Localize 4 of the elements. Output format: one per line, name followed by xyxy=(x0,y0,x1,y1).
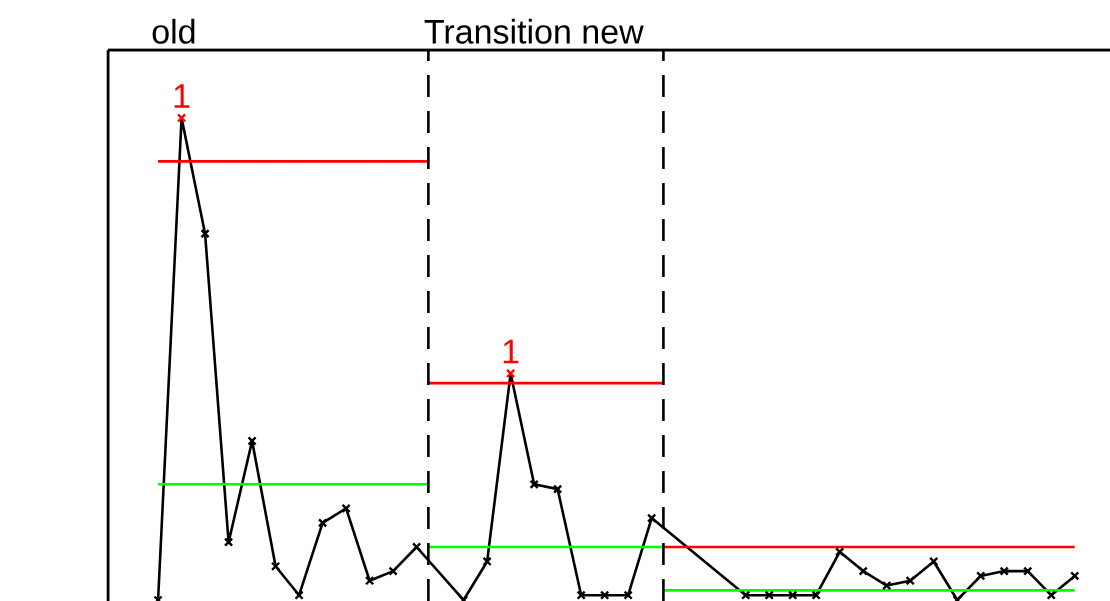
text: Transition new xyxy=(424,18,644,44)
annotation: 1 xyxy=(174,84,190,108)
annotation: 1 xyxy=(503,339,519,364)
text: old xyxy=(152,18,195,44)
